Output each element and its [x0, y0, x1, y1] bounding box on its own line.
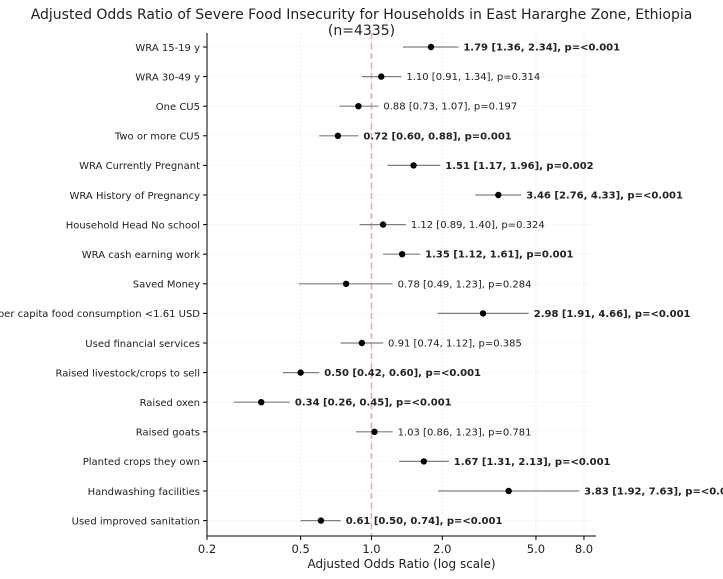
row-label: WRA cash earning work	[82, 250, 200, 261]
row-annotation: 3.83 [1.92, 7.63], p=<0.001	[584, 487, 723, 498]
point-estimate	[334, 132, 342, 139]
x-tick-label: 8.0	[575, 542, 593, 556]
row-annotation: 0.88 [0.73, 1.07], p=0.197	[383, 102, 517, 113]
row-label: Raised livestock/crops to sell	[56, 368, 200, 379]
x-tick-label: 2.0	[433, 542, 451, 556]
point-estimate	[378, 73, 385, 80]
row-annotation: 1.10 [0.91, 1.34], p=0.314	[406, 72, 540, 83]
row-label: WRA Currently Pregnant	[79, 161, 200, 172]
x-tick-label: 0.5	[291, 542, 309, 556]
row-annotation: 0.78 [0.49, 1.23], p=0.284	[398, 279, 532, 290]
row-annotation: 1.03 [0.86, 1.23], p=0.781	[398, 427, 532, 438]
point-estimate	[479, 310, 487, 317]
row-label: WRA 15-19 y	[135, 43, 200, 54]
row-label: WRA 30-49 y	[135, 72, 200, 83]
row-annotation: 0.61 [0.50, 0.74], p=<0.001	[346, 516, 503, 527]
point-estimate	[379, 221, 387, 228]
row-annotation: 0.34 [0.26, 0.45], p=<0.001	[295, 398, 452, 409]
point-estimate	[355, 103, 362, 110]
point-estimate	[297, 369, 304, 376]
point-estimate	[420, 458, 428, 465]
row-annotation: 3.46 [2.76, 4.33], p=<0.001	[526, 191, 683, 202]
row-annotation: 1.67 [1.31, 2.13], p=<0.001	[454, 457, 611, 468]
row-label: Used financial services	[85, 339, 200, 350]
point-estimate	[410, 162, 417, 169]
row-label: WRA History of Pregnancy	[70, 191, 201, 202]
row-label: Household Head No school	[66, 220, 200, 231]
point-estimate	[358, 339, 366, 347]
rows-layer: WRA 15-19 y 1.79 [1.36, 2.34], p=<0.001 WR…	[0, 43, 723, 528]
row-annotation: 1.51 [1.17, 1.96], p=0.002	[445, 161, 593, 172]
chart-title: Adjusted Odds Ratio of Severe Food Insec…	[30, 7, 693, 39]
x-tick-label: 1.0	[362, 542, 380, 556]
point-estimate	[495, 191, 502, 199]
row-label: Raised goats	[136, 428, 200, 439]
row-annotation: 2.98 [1.91, 4.66], p=<0.001	[534, 309, 691, 320]
row-label: One CU5	[156, 102, 200, 113]
x-tick-label: 0.2	[198, 542, 216, 556]
point-estimate	[342, 280, 350, 287]
row-label: Daily per capita food consumption <1.61 …	[0, 309, 200, 320]
x-tick-label: 5.0	[527, 542, 545, 556]
point-estimate	[427, 43, 435, 51]
point-estimate	[398, 251, 406, 258]
row-label: Used improved sanitation	[72, 516, 200, 527]
row-annotation: 1.35 [1.12, 1.61], p=0.001	[425, 250, 573, 261]
row-annotation: 0.50 [0.42, 0.60], p=<0.001	[324, 368, 481, 379]
row-annotation: 1.12 [0.89, 1.40], p=0.324	[411, 220, 545, 231]
point-estimate	[317, 517, 325, 524]
row-annotation: 0.72 [0.60, 0.88], p=0.001	[363, 131, 511, 142]
point-estimate	[258, 399, 265, 406]
row-label: Planted crops they own	[83, 457, 200, 468]
point-estimate	[371, 428, 378, 435]
x-axis-label: Adjusted Odds Ratio (log scale)	[307, 557, 496, 571]
row-annotation: 0.91 [0.74, 1.12], p=0.385	[388, 339, 522, 350]
axes-layer: 0.2 0.5 1.0 2.0 5.0 8.0	[198, 33, 596, 556]
row-annotation: 1.79 [1.36, 2.34], p=<0.001	[463, 43, 620, 54]
row-label: Handwashing facilities	[88, 487, 200, 498]
row-label: Saved Money	[133, 280, 200, 291]
row-label: Raised oxen	[140, 398, 200, 409]
row-label: Two or more CU5	[114, 132, 200, 143]
point-estimate	[505, 487, 512, 495]
